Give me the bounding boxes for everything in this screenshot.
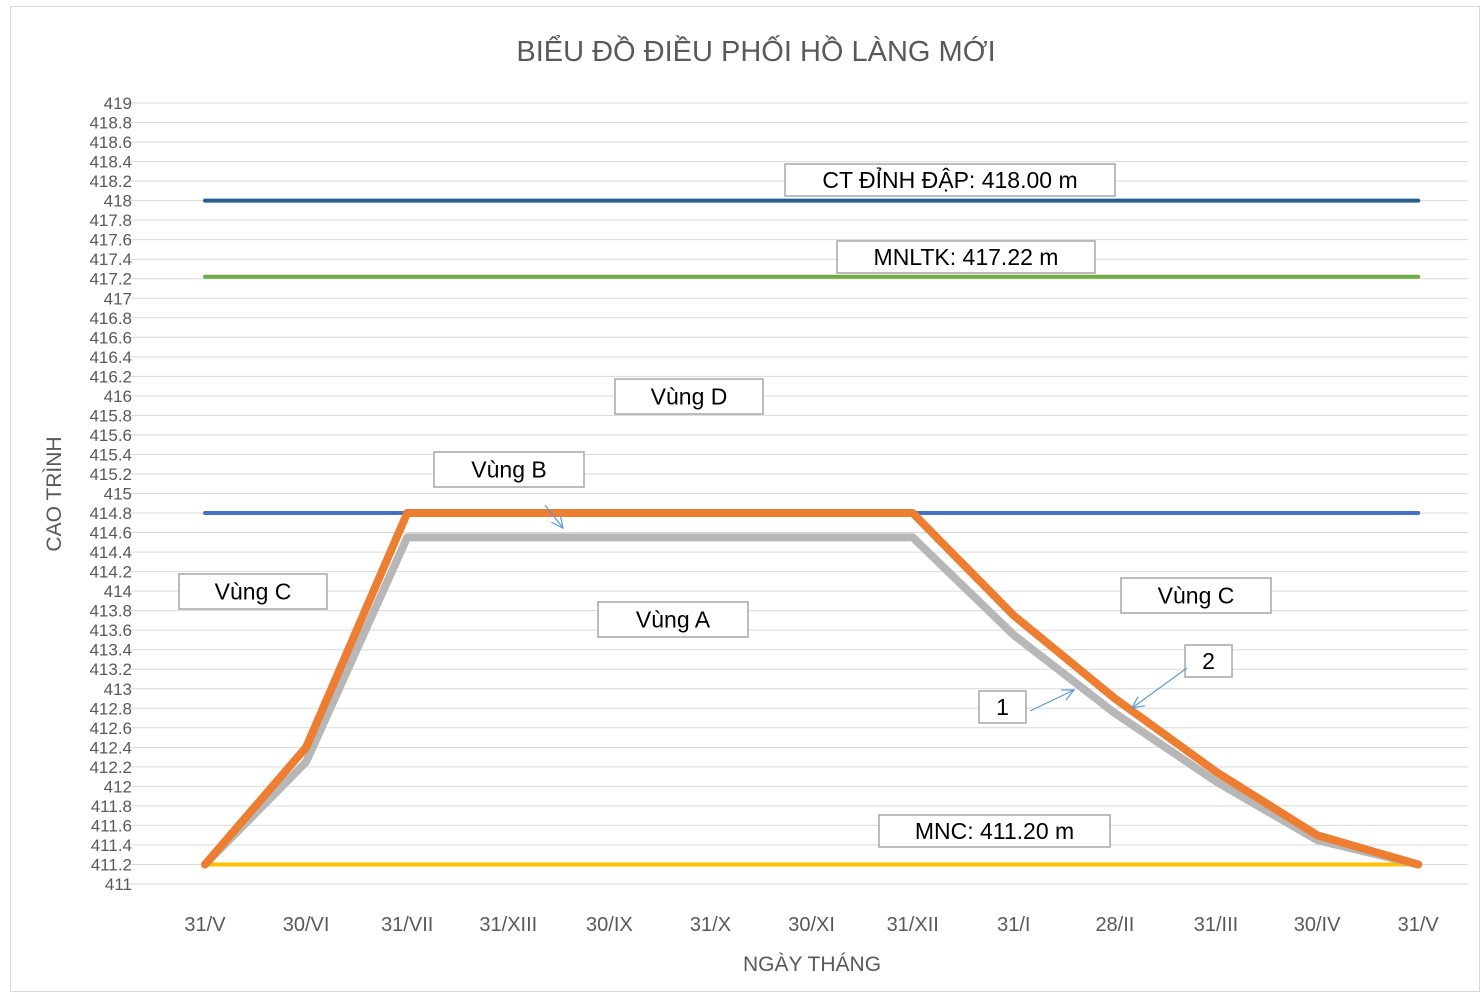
y-tick-label: 416.2 [89, 367, 132, 386]
x-tick-label: 30/IV [1294, 914, 1341, 936]
y-tick-label: 418.6 [89, 133, 132, 152]
x-axis-ticks: 31/V 30/VI 31/VII 31/XIII 30/IX 31/X 30/XI 31/X… [184, 914, 1439, 936]
annotation-box [433, 451, 585, 488]
y-tick-label: 414 [104, 582, 132, 601]
pointer-arrow [544, 504, 564, 529]
x-axis-title: NGÀY THÁNG [743, 953, 881, 976]
annotation-box [836, 240, 1096, 274]
y-tick-label: 412.2 [89, 758, 132, 777]
annotation-box [1120, 577, 1272, 614]
y-tick-label: 412.8 [89, 699, 132, 718]
annotation-box [1184, 644, 1233, 678]
annotation-label: MNC: 411.20 m [915, 818, 1074, 844]
x-tick-label: 31/X [690, 914, 731, 936]
y-tick-label: 412.4 [89, 738, 132, 757]
y-tick-label: 415 [104, 485, 132, 504]
y-tick-label: 413.8 [89, 602, 132, 621]
annotation-label: Vùng D [651, 384, 728, 410]
y-tick-label: 412.6 [89, 719, 132, 738]
y-tick-label: 417 [104, 289, 132, 308]
y-tick-label: 417.8 [89, 211, 132, 230]
y-tick-label: 415.2 [89, 465, 132, 484]
series-lines [201, 509, 1423, 869]
gridlines [128, 102, 1468, 885]
y-tick-label: 411.6 [91, 816, 132, 835]
y-tick-label: 416.6 [89, 328, 132, 347]
x-tick-label: 31/V [184, 914, 226, 936]
pointer-arrowhead [551, 515, 564, 530]
y-tick-label: 414.2 [89, 563, 132, 582]
pointer-arrowhead [1060, 689, 1076, 701]
y-tick-label: 414.8 [89, 504, 132, 523]
y-tick-label: 411 [105, 875, 132, 894]
annotation-label: Vùng B [471, 457, 546, 483]
y-tick-label: 416.8 [89, 309, 132, 328]
annotation-label: CT ĐỈNH ĐẬP: 418.00 m [822, 165, 1077, 193]
pointer-arrow [1029, 689, 1075, 712]
y-tick-label: 414.6 [89, 524, 132, 543]
x-tick-label: 30/XI [788, 914, 835, 936]
y-tick-label: 418.8 [89, 114, 132, 133]
chart-title: BIỂU ĐỒ ĐIỀU PHỐI HỒ LÀNG MỚI [516, 34, 995, 68]
series-line-2 [201, 509, 1423, 869]
series-line-1 [201, 533, 1423, 869]
x-tick-label: 31/VII [381, 914, 433, 936]
annotation-label: Vùng C [1158, 583, 1235, 609]
annotation-box [178, 573, 328, 610]
x-tick-label: 28/II [1095, 914, 1134, 936]
x-tick-label: 31/V [1398, 914, 1440, 936]
annotation-box [878, 814, 1111, 848]
y-axis-ticks: 411411.2411.4411.6411.8412412.2412.4412.… [89, 94, 132, 894]
annotation-box [614, 378, 764, 415]
annotation-box [597, 601, 749, 638]
annotation-label: Vùng C [215, 579, 292, 605]
x-tick-label: 31/XIII [479, 914, 537, 936]
x-tick-label: 31/I [997, 914, 1030, 936]
y-tick-label: 416.4 [89, 348, 132, 367]
chart-frame [10, 6, 1480, 992]
y-tick-label: 417.2 [89, 270, 132, 289]
y-tick-label: 414.4 [89, 543, 132, 562]
y-tick-label: 418.4 [89, 153, 132, 172]
annotation-label: MNLTK: 417.22 m [874, 244, 1059, 270]
y-tick-label: 411.8 [91, 797, 132, 816]
y-tick-label: 412 [104, 777, 132, 796]
y-tick-label: 413.4 [89, 641, 132, 660]
y-tick-label: 418 [104, 192, 132, 211]
annotation-label: 2 [1202, 648, 1215, 674]
x-tick-label: 31/XII [887, 914, 939, 936]
annotations: CT ĐỈNH ĐẬP: 418.00 m MNLTK: 417.22 m Vùng… [178, 163, 1272, 848]
x-tick-label: 31/III [1194, 914, 1238, 936]
x-tick-label: 30/VI [283, 914, 330, 936]
y-tick-label: 419 [104, 94, 132, 113]
pointer-arrow [1131, 667, 1188, 709]
y-tick-label: 416 [104, 387, 132, 406]
y-tick-label: 411.2 [91, 855, 132, 874]
y-tick-label: 417.6 [89, 231, 132, 250]
y-tick-label: 415.4 [89, 445, 132, 464]
y-tick-label: 417.4 [89, 250, 132, 269]
annotation-box [784, 163, 1116, 197]
pointer-arrowhead [1130, 696, 1145, 709]
y-tick-label: 415.6 [89, 426, 132, 445]
y-tick-label: 413 [104, 680, 132, 699]
y-tick-label: 415.8 [89, 406, 132, 425]
annotation-box [978, 690, 1027, 724]
y-tick-label: 413.2 [89, 660, 132, 679]
y-tick-label: 418.2 [89, 172, 132, 191]
y-tick-label: 411.4 [91, 836, 132, 855]
annotation-label: Vùng A [636, 607, 711, 633]
annotation-label: 1 [996, 694, 1009, 720]
y-tick-label: 413.6 [89, 621, 132, 640]
y-axis-title: CAO TRÌNH [43, 436, 66, 551]
x-tick-label: 30/IX [586, 914, 633, 936]
